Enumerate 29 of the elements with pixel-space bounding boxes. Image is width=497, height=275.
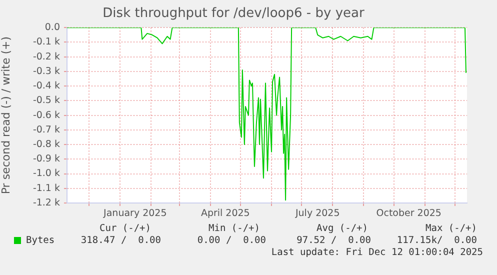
legend-label: Bytes — [26, 235, 55, 246]
text: Max (-/+) — [426, 223, 477, 234]
y-tick-label: -0.1 k — [32, 36, 60, 48]
y-tick-label: 0.0 — [44, 22, 60, 34]
y-tick-label: -0.3 k — [32, 66, 60, 77]
y-tick-label: -1.0 k — [32, 168, 60, 180]
x-tick-label: January 2025 — [102, 208, 167, 220]
y-tick-label: -1.1 k — [32, 182, 60, 194]
x-tick-label: April 2025 — [200, 208, 250, 220]
text: Cur (-/+) — [100, 223, 151, 234]
y-axis-title: Pr second read (-) / write (+) — [0, 36, 12, 194]
text: Last update: Fri Dec 12 01:00:04 2025 — [271, 247, 483, 258]
chart-title: Disk throughput for /dev/loop6 - by year — [102, 6, 365, 22]
y-tick-label: -1.2 k — [32, 197, 60, 208]
text: Min (-/+) — [208, 223, 260, 234]
y-tick-label: -0.4 k — [32, 80, 60, 92]
y-tick-label: -0.7 k — [32, 124, 60, 136]
text: 0.00 / 0.00 — [197, 235, 266, 246]
x-tick-label: July 2025 — [294, 208, 340, 220]
y-tick-label: -0.9 k — [32, 154, 60, 165]
text: 318.47 / 0.00 — [80, 235, 161, 246]
y-tick-label: -0.5 k — [32, 95, 60, 106]
y-tick-label: -0.2 k — [32, 51, 60, 62]
y-tick-label: -0.6 k — [32, 110, 60, 121]
text: 97.52 / 0.00 — [296, 235, 371, 246]
text: 117.15k/ 0.00 — [396, 235, 477, 246]
y-tick-label: -0.8 k — [32, 139, 60, 150]
text: Avg (-/+) — [316, 223, 368, 234]
x-tick-label: October 2025 — [376, 208, 442, 220]
